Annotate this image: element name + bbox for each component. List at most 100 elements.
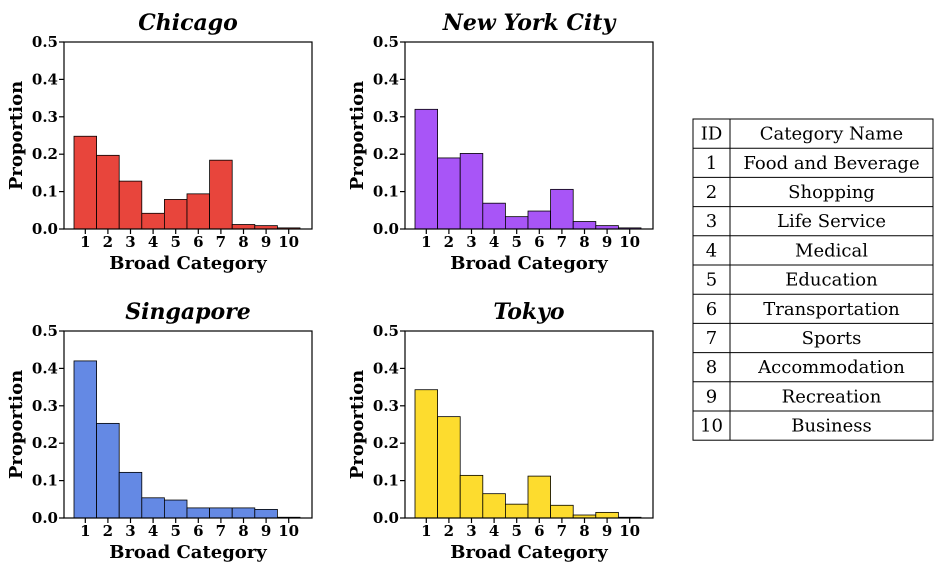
table-cell-id: 1: [706, 153, 717, 174]
y-tick-label: 0.4: [373, 359, 399, 377]
bar-3: [459, 153, 484, 230]
x-axis-label: Broad Category: [450, 253, 608, 274]
x-tick-label: 10: [278, 522, 299, 540]
x-tick-label: 5: [170, 233, 180, 251]
table-cell-id: 2: [706, 182, 717, 203]
y-tick-label: 0.2: [32, 434, 58, 452]
bar-2: [96, 154, 120, 230]
chart-title: Singapore: [125, 299, 251, 325]
y-tick-label: 0.5: [373, 33, 399, 51]
chart-title: Tokyo: [493, 299, 564, 325]
bar-4: [482, 493, 506, 519]
table-header-id: ID: [701, 124, 723, 145]
y-tick-label: 0.0: [32, 220, 58, 238]
chart-3: Singapore 0.0 0.1 0.2 0.3 0.4 0.5 1 2 3 4 5 6 7 8 9 10 Br…: [6, 299, 313, 563]
bar-6: [527, 475, 552, 519]
bar-7: [209, 507, 233, 519]
table-cell-name: Accommodation: [757, 357, 905, 378]
bar-6: [186, 507, 211, 519]
bar-8: [231, 224, 256, 230]
plot-frame: [404, 41, 654, 230]
bar-6: [186, 193, 211, 230]
table-cell-id: 9: [706, 386, 717, 407]
table-cell-name: Shopping: [788, 182, 875, 203]
bar-7: [550, 188, 574, 230]
x-tick-label: 1: [421, 233, 431, 251]
table-cell-name: Business: [791, 416, 872, 437]
bar-2: [437, 157, 461, 230]
x-tick-label: 4: [148, 522, 158, 540]
bar-9: [254, 508, 278, 519]
y-tick-label: 0.1: [32, 472, 58, 490]
y-tick-label: 0.3: [32, 108, 58, 126]
table-cell-id: 7: [706, 328, 717, 349]
plot-frame: [404, 330, 654, 519]
bar-4: [141, 497, 165, 519]
table-cell-name: Food and Beverage: [743, 153, 919, 174]
y-tick-label: 0.3: [373, 397, 399, 415]
x-axis-label: Broad Category: [109, 253, 267, 274]
x-tick-label: 6: [534, 233, 544, 251]
y-tick-label: 0.3: [32, 397, 58, 415]
x-tick-label: 7: [557, 522, 567, 540]
bar-2: [437, 416, 461, 519]
table-cell-id: 10: [700, 416, 723, 437]
y-tick-label: 0.2: [32, 145, 58, 163]
x-tick-label: 3: [466, 522, 476, 540]
bar-5: [163, 199, 188, 230]
bar-9: [595, 511, 619, 519]
y-tick-label: 0.5: [373, 322, 399, 340]
table-cell-id: 6: [706, 299, 717, 320]
x-tick-label: 3: [125, 522, 135, 540]
table-cell-name: Transportation: [763, 299, 900, 320]
x-tick-label: 2: [444, 233, 454, 251]
x-axis-label: Broad Category: [450, 542, 608, 563]
y-axis-label: Proportion: [347, 81, 368, 190]
y-tick-label: 0.4: [32, 70, 58, 88]
table-cell-name: Sports: [802, 328, 862, 349]
bar-7: [209, 159, 233, 230]
table-header-name: Category Name: [760, 124, 903, 145]
bar-5: [163, 499, 188, 519]
bar-6: [527, 210, 552, 230]
y-tick-label: 0.4: [373, 70, 399, 88]
x-tick-label: 3: [466, 233, 476, 251]
table-cell-id: 3: [706, 211, 717, 232]
y-tick-label: 0.0: [373, 220, 399, 238]
bar-8: [231, 507, 256, 519]
chart-2: New York City 0.0 0.1 0.2 0.3 0.4 0.5 1 2 3 4 5 6 7 8 9…: [347, 10, 654, 274]
table-cell-name: Recreation: [782, 386, 882, 407]
table-cell-name: Life Service: [777, 211, 886, 232]
table-border: [692, 118, 934, 441]
bar-1: [414, 389, 439, 519]
x-tick-label: 8: [579, 233, 589, 251]
x-tick-label: 2: [103, 233, 113, 251]
x-tick-label: 9: [261, 522, 271, 540]
y-tick-label: 0.2: [373, 434, 399, 452]
table-cell-id: 8: [706, 357, 717, 378]
x-tick-label: 2: [103, 522, 113, 540]
y-tick-label: 0.5: [32, 33, 58, 51]
x-tick-label: 7: [216, 522, 226, 540]
bar-2: [96, 422, 120, 519]
x-tick-label: 4: [148, 233, 158, 251]
x-tick-label: 6: [193, 233, 203, 251]
x-tick-label: 9: [261, 233, 271, 251]
y-tick-label: 0.2: [373, 145, 399, 163]
plot-frame: [63, 41, 313, 230]
bar-3: [118, 180, 143, 230]
y-tick-label: 0.1: [32, 183, 58, 201]
x-tick-label: 4: [489, 233, 499, 251]
table-cell-id: 4: [706, 240, 717, 261]
x-tick-label: 6: [193, 522, 203, 540]
y-tick-label: 0.5: [32, 322, 58, 340]
bar-5: [504, 503, 529, 519]
x-tick-label: 3: [125, 233, 135, 251]
y-tick-label: 0.3: [373, 108, 399, 126]
bar-4: [141, 212, 165, 230]
bar-8: [572, 221, 597, 230]
x-tick-label: 5: [170, 522, 180, 540]
y-tick-label: 0.1: [373, 183, 399, 201]
